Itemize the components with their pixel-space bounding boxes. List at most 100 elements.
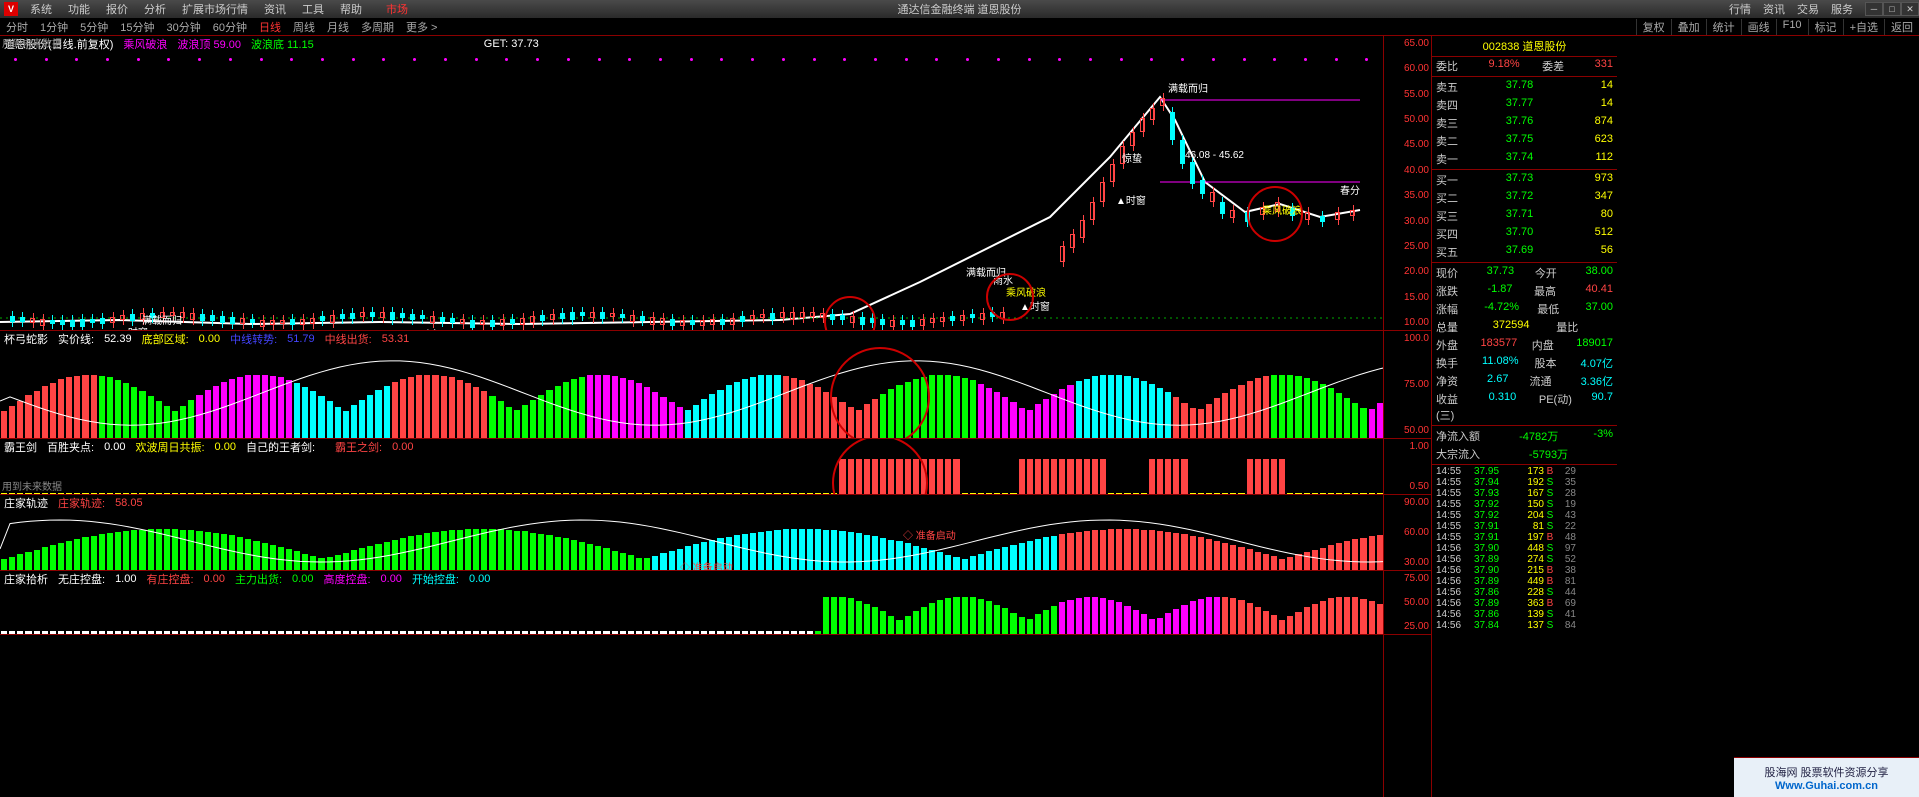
tick-row: 14:5637.86139S41 — [1432, 609, 1617, 620]
chart-annotation: 满载而归 — [142, 312, 182, 327]
stat-row: 收益(三)0.310PE(动)90.7 — [1432, 390, 1617, 424]
tick-row: 14:5637.84137S84 — [1432, 620, 1617, 631]
flow-row: 大宗流入-5793万 — [1432, 445, 1617, 463]
pane-label: 霸王之剑: — [335, 439, 382, 455]
pane-label: 庄家拾析 — [4, 571, 48, 587]
quote-level: 买五37.6956 — [1432, 243, 1617, 261]
quote-level: 买三37.7180 — [1432, 207, 1617, 225]
stat-row: 涨幅-4.72%最低37.00 — [1432, 300, 1617, 318]
menu-帮助[interactable]: 帮助 — [332, 1, 370, 17]
quote-level: 卖二37.75623 — [1432, 132, 1617, 150]
rmenu-资讯[interactable]: 资讯 — [1757, 1, 1791, 17]
wb-label: 委比 — [1436, 58, 1466, 74]
menu-扩展市场行情[interactable]: 扩展市场行情 — [174, 1, 256, 17]
pane-label: 无庄控盘: — [58, 571, 105, 587]
close-button[interactable]: ✕ — [1901, 2, 1919, 16]
period-10[interactable]: 更多 > — [400, 19, 443, 35]
pane-label: 杯弓蛇影 — [4, 331, 48, 347]
future-data-note: 用到未来数据 — [2, 36, 62, 50]
pane-label: 底部区域: — [142, 331, 189, 347]
indicator-pane-0[interactable]: 杯弓蛇影实价线:52.39底部区域:0.00中线转势:51.79中线出货:53.… — [0, 331, 1383, 439]
tool-复权[interactable]: 复权 — [1636, 19, 1671, 35]
period-7[interactable]: 周线 — [287, 19, 321, 35]
market-tab[interactable]: 市场 — [378, 1, 416, 17]
indicator-pane-2[interactable]: 庄家轨迹庄家轨迹:58.05◇ 准备启动◇ 准备启动 — [0, 495, 1383, 571]
period-4[interactable]: 30分钟 — [161, 19, 207, 35]
rmenu-服务[interactable]: 服务 — [1825, 1, 1859, 17]
flow-row: 净流入额-4782万-3% — [1432, 427, 1617, 445]
period-bar: 分时1分钟5分钟15分钟30分钟60分钟日线周线月线多周期更多 > 复权叠加统计… — [0, 18, 1919, 36]
pane-label: 53.31 — [382, 333, 410, 345]
ind-name-0: 乘风破浪 — [123, 36, 167, 52]
menu-功能[interactable]: 功能 — [60, 1, 98, 17]
stat-row: 外盘183577内盘189017 — [1432, 336, 1617, 354]
tick-row: 14:5637.90215B38 — [1432, 565, 1617, 576]
period-8[interactable]: 月线 — [321, 19, 355, 35]
chart-annotation: ▲时窗 — [1116, 192, 1146, 207]
tick-row: 14:5637.89363B69 — [1432, 598, 1617, 609]
tool-标记[interactable]: 标记 — [1808, 19, 1843, 35]
pane-label: 有庄控盘: — [146, 571, 193, 587]
menu-工具[interactable]: 工具 — [294, 1, 332, 17]
quote-level: 卖一37.74112 — [1432, 150, 1617, 168]
pane-label: 开始控盘: — [412, 571, 459, 587]
period-6[interactable]: 日线 — [253, 19, 287, 35]
tool-返回[interactable]: 返回 — [1884, 19, 1919, 35]
period-9[interactable]: 多周期 — [355, 19, 400, 35]
stock-header: 002838 道恩股份 — [1432, 36, 1617, 57]
minimize-button[interactable]: ─ — [1865, 2, 1883, 16]
tool-统计[interactable]: 统计 — [1706, 19, 1741, 35]
period-5[interactable]: 60分钟 — [207, 19, 253, 35]
period-2[interactable]: 5分钟 — [74, 19, 114, 35]
menu-系统[interactable]: 系统 — [22, 1, 60, 17]
stat-row: 涨跌-1.87最高40.41 — [1432, 282, 1617, 300]
ind-val-1: 59.00 — [213, 39, 241, 51]
pane-label: 52.39 — [104, 333, 132, 345]
tool-+自选[interactable]: +自选 — [1843, 19, 1884, 35]
quote-level: 卖三37.76874 — [1432, 114, 1617, 132]
tick-row: 14:5637.90448S97 — [1432, 543, 1617, 554]
indicator-pane-3[interactable]: 庄家拾析无庄控盘:1.00有庄控盘:0.00主力出货:0.00高度控盘:0.00… — [0, 571, 1383, 635]
tool-F10[interactable]: F10 — [1776, 19, 1808, 35]
promo-line1: 股海网 股票软件资源分享 — [1764, 764, 1888, 780]
quote-level: 买四37.70512 — [1432, 225, 1617, 243]
quote-panel: 002838 道恩股份 委比 9.18% 委差 331 卖五37.7814卖四3… — [1432, 36, 1617, 797]
ind-val-2: 11.15 — [287, 39, 314, 51]
maximize-button[interactable]: □ — [1883, 2, 1901, 16]
tick-row: 14:5537.93167S28 — [1432, 488, 1617, 499]
chart-annotation: 46.08 - 45.62 — [1185, 150, 1244, 161]
period-1[interactable]: 1分钟 — [34, 19, 74, 35]
pane-label: 中线转势: — [230, 331, 277, 347]
main-chart-pane[interactable]: 道恩股份(日线.前复权) 乘风破浪 波浪顶 59.00 波浪底 11.15 GE… — [0, 36, 1383, 331]
tick-row: 14:5537.91197B48 — [1432, 532, 1617, 543]
stat-row: 总量372594量比 — [1432, 318, 1617, 336]
ind-lbl-2: 波浪底 — [251, 39, 284, 51]
menu-资讯[interactable]: 资讯 — [256, 1, 294, 17]
tool-画线[interactable]: 画线 — [1741, 19, 1776, 35]
promo-banner: 股海网 股票软件资源分享 Www.Guhai.com.cn — [1734, 757, 1919, 797]
pane-label: 0.00 — [469, 573, 490, 585]
pane-label: 1.00 — [115, 573, 136, 585]
menu-分析[interactable]: 分析 — [136, 1, 174, 17]
rmenu-行情[interactable]: 行情 — [1723, 1, 1757, 17]
tick-row: 14:5637.86228S44 — [1432, 587, 1617, 598]
period-0[interactable]: 分时 — [0, 19, 34, 35]
period-3[interactable]: 15分钟 — [114, 19, 160, 35]
pane-label: 主力出货: — [235, 571, 282, 587]
stat-row: 换手11.08%股本4.07亿 — [1432, 354, 1617, 372]
stat-row: 现价37.73今开38.00 — [1432, 264, 1617, 282]
rmenu-交易[interactable]: 交易 — [1791, 1, 1825, 17]
wb-value: 9.18% — [1488, 58, 1519, 74]
app-logo: V — [4, 2, 18, 16]
quote-level: 买一37.73973 — [1432, 171, 1617, 189]
pane-label: 自己的王者剑: — [246, 439, 315, 455]
menu-报价[interactable]: 报价 — [98, 1, 136, 17]
promo-url: Www.Guhai.com.cn — [1775, 780, 1878, 792]
tick-row: 14:5537.95173B29 — [1432, 466, 1617, 477]
window-title: 通达信金融终端 道恩股份 — [897, 1, 1021, 17]
indicator-pane-1[interactable]: 霸王剑百胜夹点:0.00欢波周日共振:0.00自己的王者剑:霸王之剑:0.00用… — [0, 439, 1383, 495]
stock-code: 002838 — [1483, 41, 1520, 53]
get-value: GET: 37.73 — [484, 38, 539, 50]
tick-row: 14:5537.94192S35 — [1432, 477, 1617, 488]
tool-叠加[interactable]: 叠加 — [1671, 19, 1706, 35]
